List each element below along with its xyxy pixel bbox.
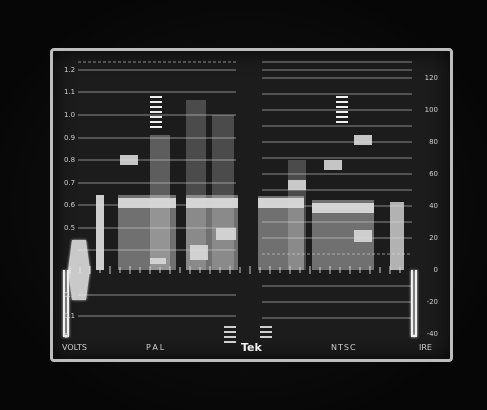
scale-left-0-7: 0.7: [64, 179, 75, 187]
scale-left-0: 0: [64, 332, 68, 340]
pal-waveform: [96, 100, 238, 270]
scale-left-0-3: 0.3: [64, 291, 75, 299]
ntsc-label: NTSC: [331, 343, 357, 352]
scale-left-0-6: 0.6: [64, 201, 76, 209]
scale-right-120: 120: [425, 74, 438, 82]
sync-pulses: [63, 270, 417, 337]
scale-left-0-1: 0.1: [64, 312, 75, 320]
pal-marker-stripes: [150, 96, 162, 128]
volts-label: VOLTS: [62, 343, 87, 352]
scale-left-0-9: 0.9: [64, 134, 75, 142]
scale-left-0-8: 0.8: [64, 156, 75, 164]
scale-right-20: 20: [429, 234, 438, 242]
scale-right-80: 80: [429, 138, 438, 146]
scale-right-100: 100: [425, 106, 438, 114]
scale-right-40: 40: [429, 202, 438, 210]
scale-left-0-5: 0.5: [64, 224, 75, 232]
graticule-lines: [78, 61, 412, 319]
color-burst: [68, 240, 90, 300]
scale-left-1-1: 1.1: [64, 88, 75, 96]
scale-right-60: 60: [429, 170, 438, 178]
pal-label: PAL: [146, 343, 166, 352]
ntsc-marker-stripes: [336, 96, 348, 123]
ire-label: IRE: [419, 343, 432, 352]
scale-left-1-2: 1.2: [64, 66, 75, 74]
bottom-marker-stripes: [224, 326, 272, 343]
scale-right-0: 0: [434, 266, 438, 274]
scale-right-minus20: -20: [427, 298, 438, 306]
ntsc-waveform: [258, 135, 404, 270]
tek-logo: Tek: [241, 341, 263, 354]
scale-left-1-0: 1.0: [64, 111, 75, 119]
scale-right-minus40: -40: [427, 330, 438, 338]
